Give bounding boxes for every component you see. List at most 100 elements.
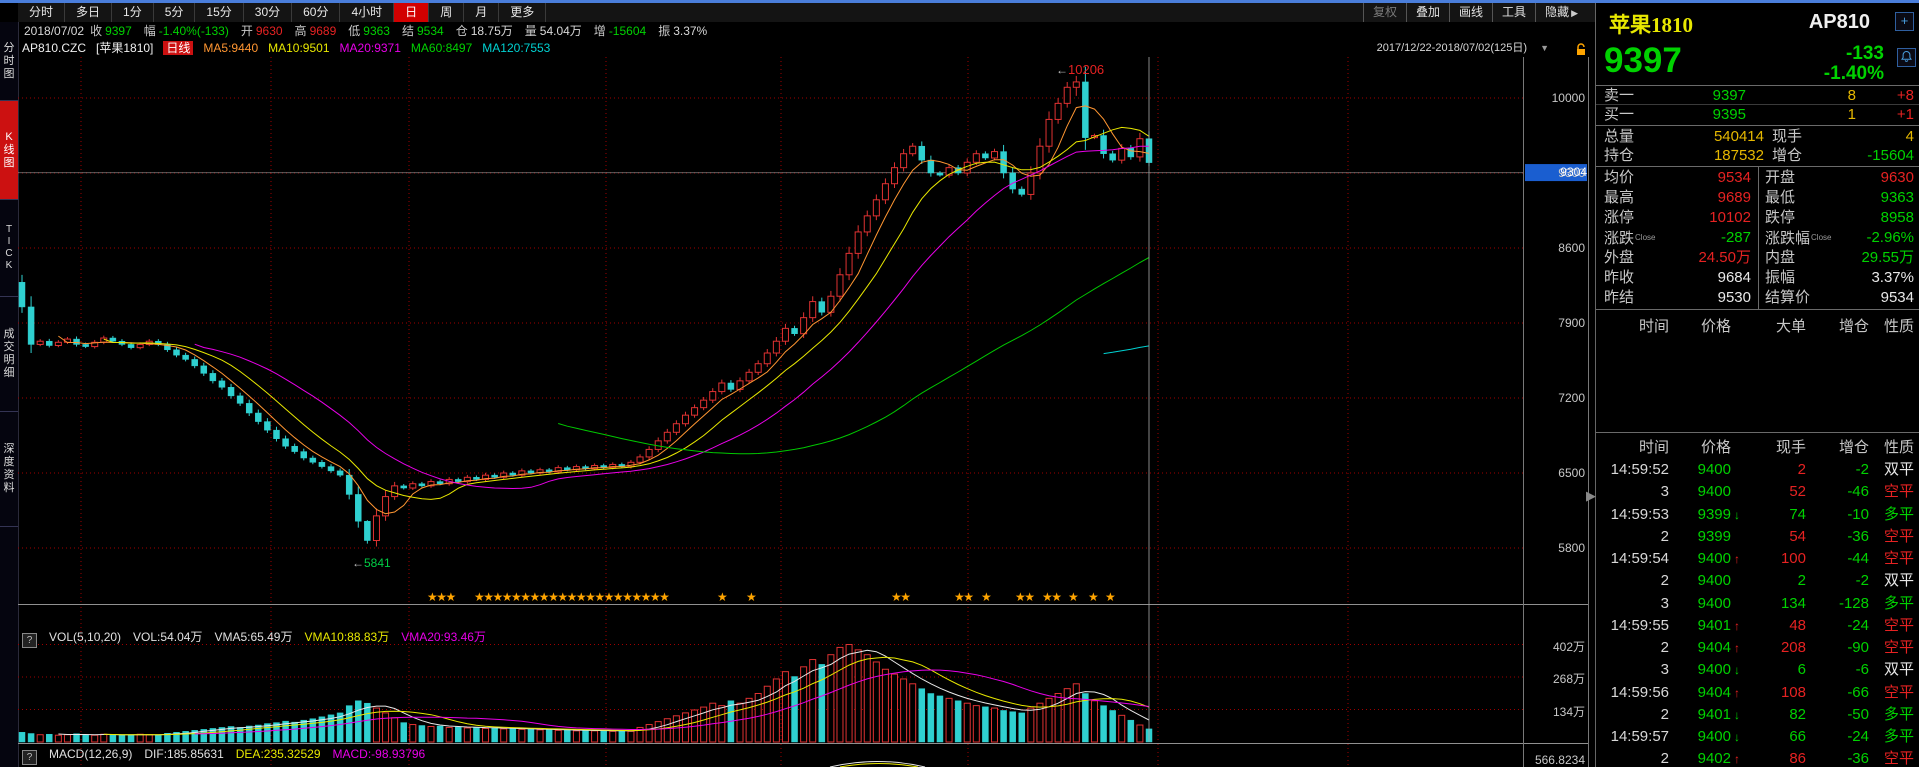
volume-axis-label: 402万 — [1552, 639, 1585, 654]
arrow-up-icon: ↑ — [1734, 552, 1740, 566]
price-axis-label: 8600 — [1558, 241, 1585, 255]
price-axis-label: 6500 — [1558, 466, 1585, 480]
toolbar-button-隐藏[interactable]: 隐藏 ▶ — [1535, 3, 1587, 22]
info-幅: 幅 -1.40%(-133) — [143, 24, 229, 38]
tab-1分[interactable]: 1分 — [112, 3, 154, 22]
sell-level-row: 卖一 9397 8 +8 — [1604, 87, 1914, 104]
info-振: 振 3.37% — [658, 24, 708, 38]
stats-row: 外盘 24.50万 内盘 29.55万 — [1604, 249, 1914, 266]
lock-icon[interactable] — [1575, 43, 1587, 56]
trades-col-header: 时间 — [1638, 439, 1669, 456]
tab-日[interactable]: 日 — [394, 3, 430, 22]
arrow-right-icon: ▶ — [1571, 8, 1578, 18]
buy-level-row: 买一 9395 1 +1 — [1604, 106, 1914, 123]
sidebar-item-成交明细[interactable]: 成交明细 — [0, 297, 18, 412]
price-axis-label: 7200 — [1558, 391, 1585, 405]
tab-30分[interactable]: 30分 — [244, 3, 293, 22]
contract-name: 苹果1810 — [1609, 13, 1693, 37]
tab-周[interactable]: 周 — [429, 3, 465, 22]
macd-header-value: DIF:185.85631 — [144, 747, 224, 761]
toolbar-button-画线[interactable]: 画线 — [1449, 3, 1492, 22]
date-range-selector[interactable]: 2017/12/22-2018/07/02(125日) ▼ — [1377, 40, 1559, 56]
sidebar-item-深度资料[interactable]: 深度资料 — [0, 412, 18, 527]
help-icon[interactable]: ? — [22, 750, 37, 765]
tab-更多[interactable]: 更多 — [499, 3, 547, 22]
panel-divider — [1596, 166, 1919, 167]
arrow-up-icon: ↑ — [1734, 641, 1740, 655]
add-contract-button[interactable]: + — [1895, 12, 1914, 31]
last-price: 9397 — [1604, 41, 1682, 80]
tab-15分[interactable]: 15分 — [195, 3, 244, 22]
vol-header-value: VMA10:88.83万 — [304, 630, 390, 644]
trade-row: 14:59:52 9400 2 -2 双平 — [1610, 461, 1914, 478]
stats-row: 昨结 9530 结算价 9534 — [1604, 289, 1914, 306]
trade-row: 2 9399 54 -36 空平 — [1660, 527, 1914, 545]
macd-header-value: MACD(12,26,9) — [49, 747, 133, 761]
trade-row: 14:59:53 9399 ↓ 74 -10 多平 — [1596, 504, 1919, 526]
arrow-up-icon: ↑ — [1734, 685, 1740, 700]
quote-info-bar: 2018/07/02 收 9397 幅 -1.40%(-133) 开 9630 高 9689 低 9… — [18, 22, 1601, 40]
quote-panel: 苹果1810 AP810 +9397 -133 -1.40% 卖一 9397 8 +8 买一 939… — [1595, 3, 1919, 767]
low-price-marker: ←5841 — [352, 556, 391, 570]
toolbar-button-复权[interactable]: 复权 — [1363, 3, 1406, 22]
chevron-down-icon: ▼ — [1540, 43, 1549, 53]
info-收: 收 9397 — [90, 24, 132, 38]
trade-row: 3 9400 134 -128 多平 — [1660, 594, 1914, 612]
arrow-down-icon: ↓ — [1734, 663, 1740, 678]
tab-60分[interactable]: 60分 — [292, 3, 341, 22]
info-结: 结 9534 — [401, 24, 444, 38]
toolbar-button-工具[interactable]: 工具 — [1492, 3, 1535, 22]
stats-row: 均价 9534 开盘 9630 — [1604, 169, 1914, 186]
sidebar-item-分时图[interactable]: 分时图 — [0, 22, 18, 101]
tab-4小时[interactable]: 4小时 — [340, 3, 395, 22]
price-axis-label: 10000 — [1551, 91, 1585, 105]
ma-value-4: MA120:7553 — [482, 41, 551, 55]
stats-row: 最高 9689 最低 9363 — [1604, 189, 1914, 206]
panel-divider — [1596, 309, 1919, 310]
star-markers: ★★ — [891, 590, 911, 604]
trade-row: 2 9400 2 -2 双平 — [1660, 572, 1914, 590]
period-tag[interactable]: 日线 — [163, 41, 194, 55]
symbol-name: [苹果1810] — [96, 41, 154, 55]
panel-divider — [1596, 85, 1919, 86]
trade-row: 14:59:57 9400 ↓ 66 -24 多平 — [1596, 726, 1919, 748]
trades-col-header: 性质 — [1883, 439, 1914, 456]
kline-chart-canvas[interactable] — [0, 0, 1595, 767]
volume-axis-label: 268万 — [1552, 672, 1585, 686]
trade-row: 14:59:56 9404 ↑ 108 -66 空平 — [1596, 682, 1919, 704]
vol-indicator-header: ? VOL(5,10,20) VOL:54.04万 VMA5:65.49万 VMA10:… — [22, 628, 498, 648]
panel-divider — [1596, 104, 1919, 105]
star-markers: ★ — [717, 590, 728, 604]
tab-多日[interactable]: 多日 — [65, 3, 113, 22]
panel-collapse-handle[interactable]: ▶ — [1586, 488, 1596, 503]
star-markers: ★ — [981, 590, 992, 604]
toolbar-button-叠加[interactable]: 叠加 — [1406, 3, 1449, 22]
vol-header-value: VOL(5,10,20) — [49, 630, 122, 644]
ma-value-0: MA5:9440 — [203, 41, 259, 55]
trades-col-header: 增仓 — [1838, 439, 1869, 456]
indicator-bar: AP810.CZC [苹果1810] 日线 MA5:9440 MA10:9501 MA20… — [18, 40, 1599, 57]
trade-row: 14:59:55 9401 ↑ 48 -24 空平 — [1596, 615, 1919, 637]
macd-axis-label: 566.8234 — [1534, 753, 1585, 767]
cursor-price-tag: 9304 — [1560, 165, 1587, 180]
price-axis-label: 7900 — [1558, 316, 1585, 330]
info-高: 高 9689 — [294, 24, 337, 38]
totals-row: 总量 540414 现手 4 — [1604, 128, 1914, 145]
star-markers: ★★ — [954, 590, 974, 604]
stats-row: 涨停 10102 跌停 8958 — [1604, 209, 1914, 226]
bigorder-col-header: 增仓 — [1838, 318, 1869, 335]
help-icon[interactable]: ? — [22, 633, 37, 648]
trades-col-header: 现手 — [1775, 439, 1806, 456]
bell-icon — [1901, 50, 1912, 62]
price-change-pct: -1.40% — [1823, 63, 1884, 84]
alert-bell-button[interactable] — [1897, 48, 1916, 67]
tab-分时[interactable]: 分时 — [18, 3, 66, 22]
totals-row: 持仓 187532 增仓 -15604 — [1604, 147, 1914, 164]
vol-header-value: VOL:54.04万 — [133, 630, 203, 644]
tab-月[interactable]: 月 — [464, 3, 500, 22]
vol-header-value: VMA20:93.46万 — [401, 630, 486, 644]
tab-5分[interactable]: 5分 — [154, 3, 196, 22]
